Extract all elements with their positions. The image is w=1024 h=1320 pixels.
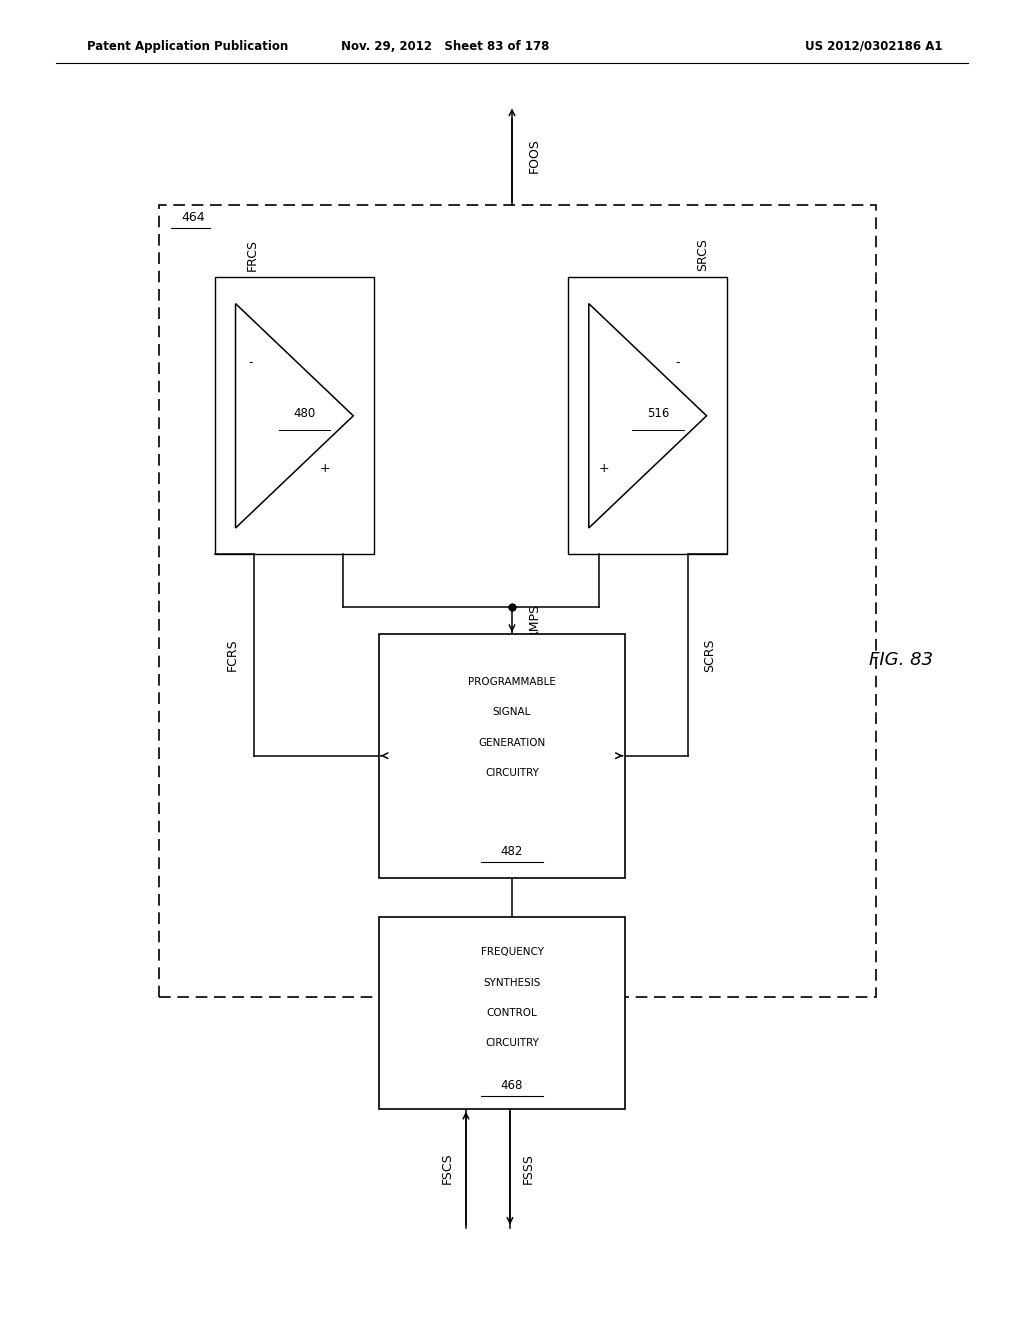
Bar [379,634,625,878]
Bar [159,205,876,997]
Text: FRCS: FRCS [246,239,259,271]
Bar [379,917,625,1109]
Text: CIRCUITRY: CIRCUITRY [485,768,539,777]
Text: Patent Application Publication: Patent Application Publication [87,40,289,53]
Text: CIRCUITRY: CIRCUITRY [485,1039,539,1048]
Text: FOOS: FOOS [527,137,541,173]
Text: +: + [599,462,609,475]
Text: FIG. 83: FIG. 83 [869,651,933,669]
Text: PROGRAMMABLE: PROGRAMMABLE [468,677,556,686]
Text: RMPS: RMPS [527,603,541,638]
Text: FSCS: FSCS [440,1152,454,1184]
Text: Nov. 29, 2012   Sheet 83 of 178: Nov. 29, 2012 Sheet 83 of 178 [341,40,550,53]
Text: CONTROL: CONTROL [486,1008,538,1018]
Text: 480: 480 [294,407,315,420]
Text: GENERATION: GENERATION [478,738,546,747]
Text: +: + [319,462,330,475]
Text: FREQUENCY: FREQUENCY [480,948,544,957]
Text: 482: 482 [501,845,523,858]
Text: -: - [676,356,680,370]
Bar [215,277,374,554]
Text: 468: 468 [501,1078,523,1092]
Text: US 2012/0302186 A1: US 2012/0302186 A1 [805,40,942,53]
Text: 516: 516 [647,407,669,420]
Text: SRCS: SRCS [696,238,710,271]
Text: SYNTHESIS: SYNTHESIS [483,978,541,987]
Text: FSSS: FSSS [522,1152,536,1184]
Text: SCRS: SCRS [703,639,717,672]
Bar [568,277,727,554]
Text: -: - [249,356,253,370]
Text: SIGNAL: SIGNAL [493,708,531,717]
Text: 464: 464 [181,211,205,224]
Text: FCRS: FCRS [225,639,239,672]
